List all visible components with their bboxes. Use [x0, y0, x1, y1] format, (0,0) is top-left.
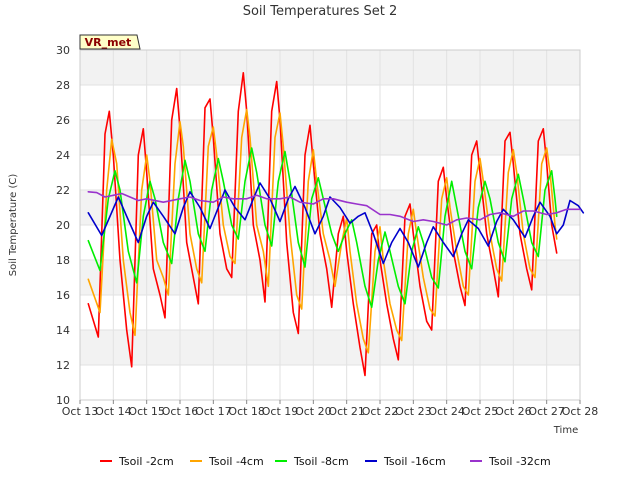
- legend: Tsoil -2cm Tsoil -4cm Tsoil -8cm Tsoil -16c…: [100, 455, 551, 468]
- x-tick-label: Oct 28: [562, 405, 599, 418]
- x-tick-label: Oct 23: [395, 405, 432, 418]
- x-tick-label: Oct 22: [362, 405, 399, 418]
- y-tick-label: 28: [56, 79, 70, 92]
- y-tick-label: 18: [56, 254, 70, 267]
- legend-label: Tsoil -4cm: [208, 455, 264, 468]
- plot-band: [80, 365, 580, 400]
- x-tick-label: Oct 20: [295, 405, 332, 418]
- plot-band: [80, 120, 580, 155]
- x-tick-label: Oct 24: [428, 405, 465, 418]
- x-tick-label: Oct 15: [128, 405, 165, 418]
- y-tick-label: 30: [56, 44, 70, 57]
- y-tick-label: 20: [56, 219, 70, 232]
- x-tick-label: Oct 16: [162, 405, 199, 418]
- plot-band: [80, 50, 580, 85]
- x-tick-label: Oct 27: [528, 405, 565, 418]
- badge-box: [79, 34, 141, 50]
- plot-band: [80, 190, 580, 225]
- legend-label: Tsoil -8cm: [293, 455, 349, 468]
- plot-band: [80, 85, 580, 120]
- y-tick-label: 10: [56, 394, 70, 407]
- y-tick-label: 26: [56, 114, 70, 127]
- series-line: [87, 147, 558, 309]
- y-axis-label: Soil Temperature (C): [8, 174, 19, 277]
- legend-label: Tsoil -16cm: [383, 455, 446, 468]
- x-tick-label: Oct 26: [495, 405, 532, 418]
- series-line: [87, 108, 558, 354]
- plot-border: [79, 49, 581, 401]
- legend-label: Tsoil -2cm: [118, 455, 174, 468]
- y-axis: 10 12 14 16 18 20 22 24 26 28 30: [56, 44, 70, 407]
- x-axis-label: Time: [553, 425, 578, 436]
- y-tick-label: 24: [56, 149, 70, 162]
- station-badge: VR_met: [79, 34, 141, 50]
- x-tick-label: Oct 25: [462, 405, 499, 418]
- y-tick-label: 14: [56, 324, 70, 337]
- x-tick-label: Oct 13: [62, 405, 99, 418]
- chart-title: Soil Temperatures Set 2: [243, 4, 398, 19]
- x-tick-label: Oct 19: [262, 405, 299, 418]
- y-tick-label: 22: [56, 184, 70, 197]
- x-tick-label: Oct 21: [328, 405, 365, 418]
- series-layer: [87, 72, 585, 377]
- badge-text: VR_met: [85, 36, 132, 49]
- y-tick-label: 16: [56, 289, 70, 302]
- y-tick-label: 12: [56, 359, 70, 372]
- plot-band: [80, 330, 580, 365]
- x-tick-label: Oct 17: [195, 405, 232, 418]
- series-line: [87, 72, 558, 377]
- x-tick-label: Oct 18: [228, 405, 265, 418]
- x-tick-label: Oct 14: [95, 405, 132, 418]
- plot-band: [80, 155, 580, 190]
- series-line: [87, 191, 581, 226]
- legend-label: Tsoil -32cm: [488, 455, 551, 468]
